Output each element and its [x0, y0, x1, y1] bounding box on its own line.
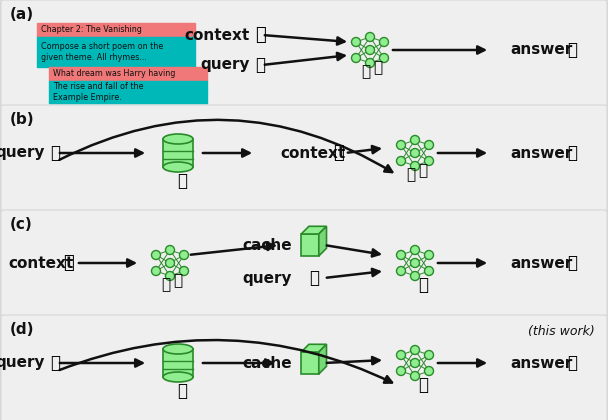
Circle shape [379, 37, 389, 47]
Circle shape [351, 53, 361, 63]
Circle shape [396, 367, 406, 375]
Text: 🚀: 🚀 [418, 276, 428, 294]
Text: 🌫: 🌫 [255, 26, 265, 44]
Text: (this work): (this work) [528, 325, 595, 338]
FancyBboxPatch shape [49, 67, 207, 81]
FancyBboxPatch shape [37, 23, 195, 37]
Polygon shape [163, 139, 193, 167]
Circle shape [424, 250, 434, 260]
Polygon shape [301, 226, 326, 234]
Text: 🪙: 🪙 [406, 168, 415, 183]
Text: query: query [0, 145, 45, 160]
Circle shape [410, 359, 420, 368]
Text: Chapter 2: The Vanishing: Chapter 2: The Vanishing [41, 26, 142, 34]
Text: 🚀: 🚀 [177, 382, 187, 400]
Circle shape [396, 141, 406, 150]
Circle shape [179, 250, 188, 260]
Polygon shape [301, 234, 319, 256]
Text: 🐌: 🐌 [418, 163, 427, 178]
Text: 🚀: 🚀 [418, 376, 428, 394]
Text: answer: answer [510, 145, 572, 160]
Text: answer: answer [510, 42, 572, 58]
Text: (c): (c) [10, 217, 33, 232]
Text: query: query [0, 355, 45, 370]
Text: 🪙: 🪙 [361, 65, 370, 79]
Text: 🪶: 🪶 [567, 254, 577, 272]
Circle shape [396, 157, 406, 165]
Text: answer: answer [510, 255, 572, 270]
Text: 🐌: 🐌 [373, 60, 382, 76]
Circle shape [151, 267, 161, 276]
Circle shape [165, 246, 174, 255]
Circle shape [424, 141, 434, 150]
Text: What dream was Harry having: What dream was Harry having [53, 69, 175, 79]
FancyBboxPatch shape [49, 81, 207, 103]
Circle shape [396, 267, 406, 276]
Circle shape [424, 367, 434, 375]
Circle shape [424, 351, 434, 360]
Circle shape [410, 258, 420, 268]
Text: query: query [243, 270, 292, 286]
Polygon shape [301, 352, 319, 374]
Text: (b): (b) [10, 112, 35, 127]
Circle shape [410, 136, 420, 144]
Circle shape [410, 162, 420, 171]
Circle shape [410, 372, 420, 381]
Text: context: context [280, 145, 345, 160]
Text: 🐌: 🐌 [173, 273, 182, 289]
Text: Compose a short poem on the
given theme. All rhymes...: Compose a short poem on the given theme.… [41, 42, 164, 62]
Text: 🪶: 🪶 [255, 56, 265, 74]
Circle shape [424, 267, 434, 276]
Circle shape [424, 157, 434, 165]
Text: The rise and fall of the
Example Empire.: The rise and fall of the Example Empire. [53, 82, 143, 102]
Text: 🪶: 🪶 [567, 41, 577, 59]
FancyBboxPatch shape [1, 210, 607, 317]
Text: query: query [201, 58, 250, 73]
Text: 🌫: 🌫 [333, 144, 344, 162]
FancyBboxPatch shape [1, 0, 607, 107]
Circle shape [179, 267, 188, 276]
Circle shape [365, 32, 375, 42]
Ellipse shape [163, 134, 193, 144]
Text: (a): (a) [10, 7, 34, 22]
Text: 🪶: 🪶 [567, 144, 577, 162]
Circle shape [396, 250, 406, 260]
Circle shape [410, 246, 420, 255]
FancyBboxPatch shape [1, 315, 607, 420]
Circle shape [410, 346, 420, 354]
Ellipse shape [163, 344, 193, 354]
Text: 🪶: 🪶 [50, 144, 60, 162]
Circle shape [410, 271, 420, 281]
Circle shape [165, 258, 174, 268]
Text: 🪶: 🪶 [567, 354, 577, 372]
Text: 🪶: 🪶 [50, 354, 60, 372]
Text: 🪙: 🪙 [162, 278, 171, 292]
Text: 🚀: 🚀 [177, 172, 187, 190]
Text: context: context [8, 255, 73, 270]
Ellipse shape [163, 372, 193, 382]
Text: cache: cache [243, 237, 292, 252]
Text: 🪶: 🪶 [309, 269, 319, 287]
FancyBboxPatch shape [37, 37, 195, 67]
Polygon shape [301, 344, 326, 352]
Text: cache: cache [243, 355, 292, 370]
Circle shape [379, 53, 389, 63]
FancyBboxPatch shape [1, 105, 607, 212]
Polygon shape [163, 349, 193, 377]
Circle shape [410, 149, 420, 158]
Circle shape [165, 271, 174, 281]
Text: (d): (d) [10, 322, 35, 337]
Text: 🌫: 🌫 [63, 254, 74, 272]
Ellipse shape [163, 162, 193, 172]
Polygon shape [319, 344, 326, 374]
Circle shape [151, 250, 161, 260]
Circle shape [365, 45, 375, 55]
Circle shape [365, 58, 375, 68]
Circle shape [396, 351, 406, 360]
Text: answer: answer [510, 355, 572, 370]
Text: context: context [185, 27, 250, 42]
Polygon shape [319, 226, 326, 256]
Circle shape [351, 37, 361, 47]
